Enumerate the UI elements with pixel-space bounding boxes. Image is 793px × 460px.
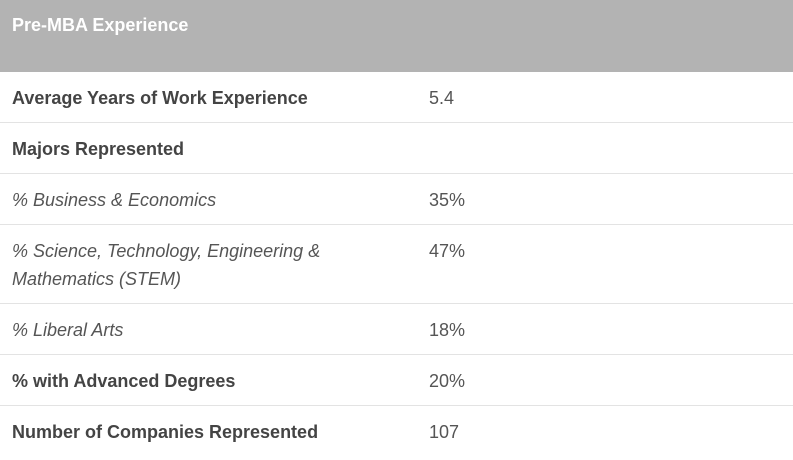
row-label: Average Years of Work Experience (0, 72, 419, 123)
row-label: Majors Represented (0, 122, 419, 174)
row-label: % Business & Economics (0, 173, 419, 225)
row-value: 18% (419, 303, 793, 355)
table-title: Pre-MBA Experience (12, 15, 189, 35)
table-row: % Business & Economics 35% (0, 173, 793, 225)
table-row: Average Years of Work Experience 5.4 (0, 72, 793, 123)
table-row: % Science, Technology, Engineering & Mat… (0, 224, 793, 304)
row-value: 20% (419, 354, 793, 406)
row-value: 47% (419, 224, 793, 304)
table-row: % Liberal Arts 18% (0, 303, 793, 355)
row-label: % Science, Technology, Engineering & Mat… (0, 224, 419, 304)
row-value: 107 (429, 422, 460, 442)
table-row: % with Advanced Degrees 20% (0, 354, 793, 406)
row-label: Number of Companies Represented (12, 422, 319, 442)
table-row: Majors Represented (0, 122, 793, 174)
row-value (419, 122, 793, 174)
table-row: Number of Companies Represented 107 (0, 406, 793, 457)
stats-table: Average Years of Work Experience 5.4 Maj… (0, 72, 793, 456)
table-header: Pre-MBA Experience (0, 0, 793, 72)
row-label: % Liberal Arts (0, 303, 419, 355)
row-value: 5.4 (419, 72, 793, 123)
row-value: 35% (419, 173, 793, 225)
row-label: % with Advanced Degrees (0, 354, 419, 406)
